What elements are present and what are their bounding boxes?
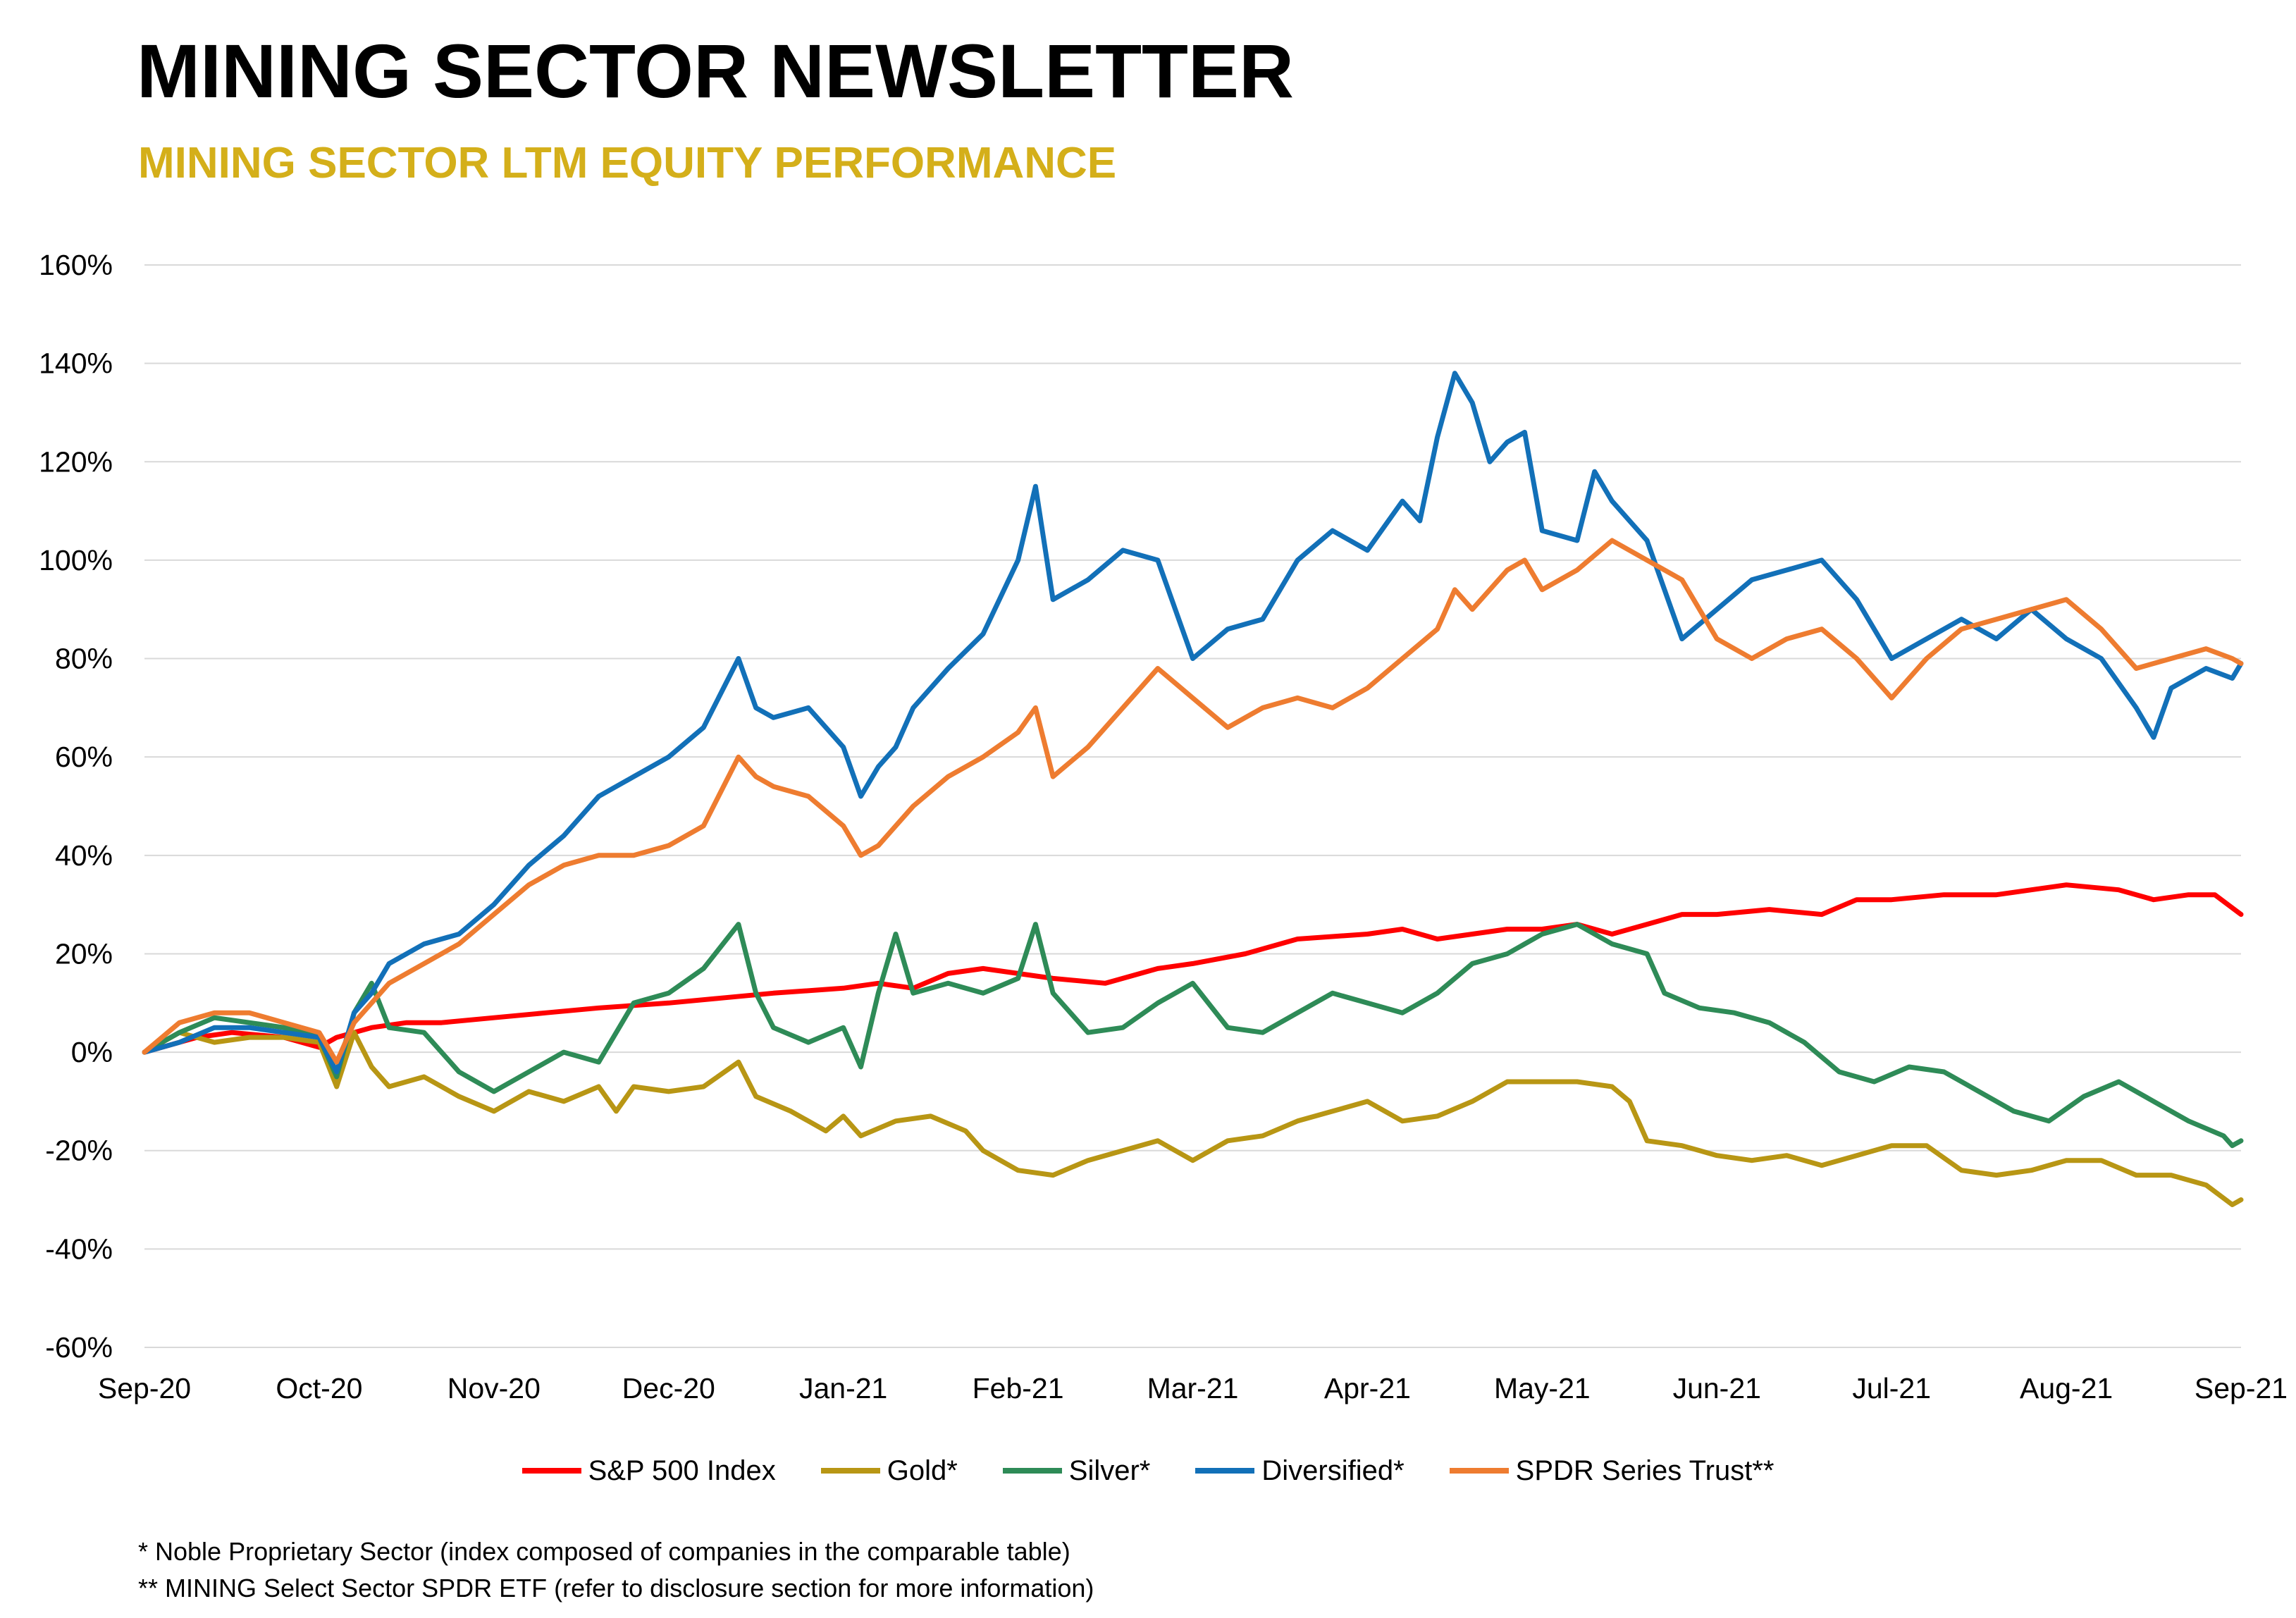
x-tick-label: Sep-21 (2195, 1372, 2288, 1404)
chart-legend: S&P 500 Index Gold* Silver* Diversified*… (0, 1446, 2296, 1495)
legend-label-gold: Gold* (887, 1455, 958, 1486)
y-tick-label: 160% (39, 249, 113, 281)
y-tick-label: 20% (55, 937, 113, 970)
y-tick-label: 60% (55, 741, 113, 773)
x-tick-label: Jul-21 (1852, 1372, 1931, 1404)
x-tick-label: Dec-20 (622, 1372, 715, 1404)
x-tick-label: Sep-20 (98, 1372, 191, 1404)
footnote-1: * Noble Proprietary Sector (index compos… (138, 1537, 1070, 1566)
y-tick-label: 120% (39, 445, 113, 478)
y-axis-tick-labels: 160% 140% 120% 100% 80% 60% 40% 20% 0% -20% -40% -6… (39, 249, 113, 1364)
legend-swatch-silver (1002, 1468, 1062, 1474)
series-line-2 (142, 922, 2244, 1149)
y-tick-label: 40% (55, 839, 113, 872)
legend-label-diversified: Diversified* (1261, 1455, 1405, 1486)
legend-item-gold: Gold* (820, 1455, 958, 1487)
y-tick-label: 80% (55, 643, 113, 675)
chart-subtitle: MINING SECTOR LTM EQUITY PERFORMANCE (138, 139, 1117, 187)
legend-item-spdr: SPDR Series Trust** (1449, 1455, 1775, 1487)
series-line-3 (142, 371, 2244, 1075)
legend-item-sp500: S&P 500 Index (521, 1455, 776, 1487)
series-line-1 (142, 1030, 2244, 1207)
x-tick-label: Nov-20 (448, 1372, 541, 1404)
series-line-4 (142, 538, 2244, 1065)
y-tick-label: -20% (45, 1135, 113, 1167)
legend-item-silver: Silver* (1002, 1455, 1151, 1487)
series-line-0 (142, 882, 2244, 1055)
y-tick-label: -40% (45, 1233, 113, 1265)
x-tick-label: Apr-21 (1324, 1372, 1411, 1404)
legend-label-sp500: S&P 500 Index (588, 1455, 776, 1486)
y-tick-label: 140% (39, 347, 113, 380)
legend-label-spdr: SPDR Series Trust** (1515, 1455, 1775, 1486)
legend-label-silver: Silver* (1068, 1455, 1151, 1486)
chart-gridlines (144, 264, 2241, 1348)
page-title: MINING SECTOR NEWSLETTER (137, 28, 1295, 113)
legend-swatch-diversified (1195, 1468, 1255, 1474)
x-tick-label: Mar-21 (1147, 1372, 1239, 1404)
x-tick-label: Feb-21 (973, 1372, 1064, 1404)
footnote-2: ** MINING Select Sector SPDR ETF (refer … (138, 1574, 1094, 1602)
legend-swatch-gold (820, 1468, 880, 1474)
x-tick-label: May-21 (1494, 1372, 1591, 1404)
y-tick-label: 0% (71, 1036, 113, 1068)
x-tick-label: Aug-21 (2020, 1372, 2113, 1404)
x-axis-tick-labels: Sep-20 Oct-20 Nov-20 Dec-20 Jan-21 Feb-21 Mar-… (98, 1372, 2288, 1404)
x-tick-label: Oct-20 (276, 1372, 362, 1404)
x-tick-label: Jan-21 (799, 1372, 887, 1404)
y-tick-label: -60% (45, 1331, 113, 1364)
series-lines (142, 371, 2244, 1207)
y-tick-label: 100% (39, 544, 113, 576)
legend-item-diversified: Diversified* (1195, 1455, 1405, 1487)
legend-swatch-sp500 (521, 1468, 581, 1474)
legend-swatch-spdr (1449, 1468, 1509, 1474)
x-tick-label: Jun-21 (1673, 1372, 1761, 1404)
footnotes: * Noble Proprietary Sector (index compos… (138, 1533, 1094, 1607)
